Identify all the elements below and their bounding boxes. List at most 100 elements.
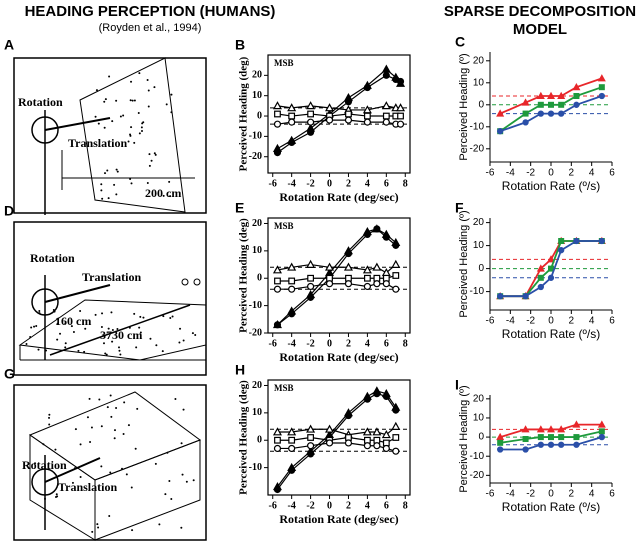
texture-dot (138, 326, 141, 329)
texture-dot (104, 172, 107, 175)
texture-dot (170, 498, 173, 501)
data-point (382, 112, 390, 120)
x-tick-label: 4 (589, 168, 595, 179)
data-point (521, 425, 530, 433)
data-point (343, 262, 353, 271)
texture-dot (110, 311, 113, 314)
data-point (598, 84, 605, 91)
y-axis-label: Perceived Heading (deg) (238, 218, 250, 333)
x-tick-label: 4 (365, 178, 370, 189)
texture-dot (111, 120, 114, 123)
texture-dot (129, 177, 132, 180)
data-point (273, 444, 282, 453)
x-axis-label: Rotation Rate (deg/sec) (279, 350, 398, 364)
data-point (373, 225, 381, 233)
texture-dot (64, 342, 67, 345)
data-point (364, 112, 371, 120)
texture-dot (174, 398, 177, 401)
y-tick-label: 0 (478, 99, 484, 110)
texture-dot (115, 193, 118, 196)
data-point (363, 395, 371, 403)
texture-dot (72, 330, 75, 333)
texture-dot (105, 353, 108, 356)
data-point (307, 274, 314, 282)
texture-dot (138, 72, 141, 75)
panel-letter: H (235, 362, 245, 378)
texture-dot (84, 327, 87, 330)
x-tick-label: -6 (486, 489, 495, 500)
texture-dot (94, 313, 97, 316)
data-point (274, 277, 281, 285)
data-point (307, 118, 315, 126)
data-point (325, 424, 335, 433)
data-point (537, 441, 544, 448)
texture-dot (179, 327, 182, 330)
texture-dot (83, 350, 86, 353)
texture-dot (148, 164, 151, 167)
y-tick-label: 10 (252, 245, 262, 256)
diagram-label: 160 cm (55, 314, 91, 328)
texture-dot (130, 126, 133, 129)
plot-frame (267, 379, 411, 496)
data-point (287, 262, 297, 271)
data-point (382, 280, 390, 288)
left-title: HEADING PERCEPTION (HUMANS) (25, 3, 276, 20)
x-tick-label: -2 (526, 316, 535, 327)
right-title: MODEL (513, 21, 567, 38)
data-point (597, 74, 606, 82)
texture-dot (94, 115, 97, 118)
data-point (558, 441, 565, 448)
data-point (536, 425, 545, 433)
x-tick-label: 6 (384, 338, 389, 349)
y-tick-label: -10 (249, 131, 262, 142)
texture-dot (86, 416, 89, 419)
x-tick-label: -6 (269, 500, 277, 511)
texture-dot (91, 530, 94, 533)
y-tick-label: 20 (473, 393, 485, 404)
y-tick-label: 10 (473, 413, 485, 424)
texture-dot (107, 197, 110, 200)
x-tick-label: -4 (287, 338, 295, 349)
data-point (344, 98, 353, 106)
data-point (557, 91, 566, 100)
panel-letter: E (235, 200, 244, 216)
data-point (306, 101, 316, 110)
x-tick-label: 6 (384, 500, 389, 511)
texture-dot (149, 337, 152, 340)
texture-dot (161, 350, 164, 353)
texture-dot (192, 479, 195, 482)
texture-dot (122, 433, 125, 436)
texture-dot (45, 349, 48, 352)
annotation: MSB (274, 383, 294, 393)
texture-dot (135, 346, 138, 349)
texture-dot (35, 325, 38, 328)
data-point (288, 436, 296, 444)
data-point (345, 110, 352, 118)
x-tick-label: 0 (327, 500, 332, 511)
texture-dot (56, 322, 59, 325)
texture-dot (148, 153, 151, 156)
data-point (573, 101, 580, 108)
x-axis-label: Rotation Rate (deg/sec) (279, 190, 398, 204)
x-tick-label: 4 (365, 500, 370, 511)
texture-dot (119, 115, 122, 118)
texture-dot (103, 126, 106, 129)
texture-dot (30, 326, 33, 329)
data-point (537, 274, 544, 281)
y-tick-label: 20 (252, 218, 262, 229)
y-tick-label: 0 (257, 110, 262, 121)
texture-dot (103, 100, 106, 103)
texture-dot (106, 406, 109, 409)
texture-dot (116, 170, 119, 173)
x-tick-label: -6 (486, 168, 495, 179)
data-point (496, 432, 505, 441)
y-axis-label: Perceived Heading (deg) (238, 380, 250, 495)
data-point (558, 247, 565, 254)
x-axis-label: Rotation Rate (º/s) (502, 500, 600, 514)
data-point (521, 98, 530, 106)
data-point (382, 392, 390, 401)
series-line (277, 113, 401, 117)
texture-dot (104, 352, 107, 355)
y-tick-label: -10 (470, 286, 485, 297)
diagram-label: Rotation (18, 95, 63, 109)
